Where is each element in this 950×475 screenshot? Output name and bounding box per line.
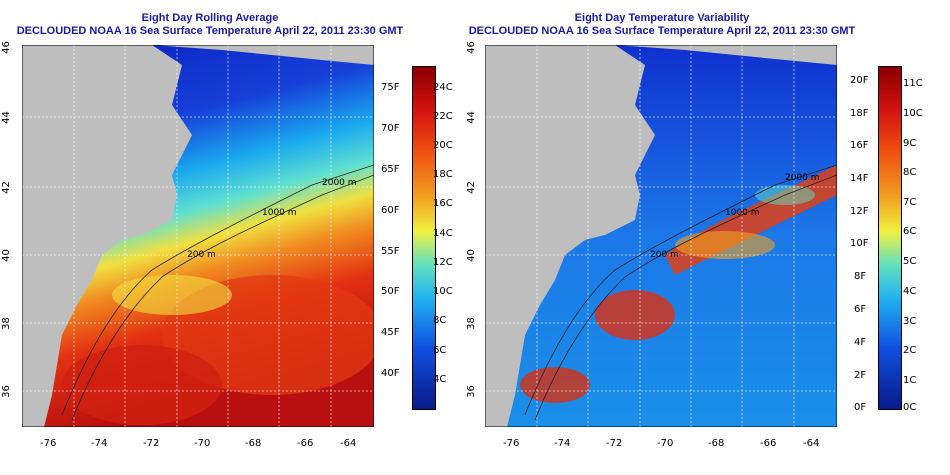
right-cbar-c: 10C bbox=[903, 108, 923, 119]
right-cbar-f: 4F bbox=[854, 337, 867, 348]
right-title-block: Eight Day Temperature Variability DECLOU… bbox=[452, 12, 872, 38]
left-contour-label-200m: 200 m bbox=[187, 250, 216, 260]
right-lon-tick: -70 bbox=[657, 438, 674, 449]
left-cbar-c: 14C bbox=[433, 228, 453, 239]
right-cbar-f: 2F bbox=[854, 370, 867, 381]
right-lon-tick: -66 bbox=[760, 438, 777, 449]
right-lat-tick: 40 bbox=[465, 249, 477, 262]
right-cbar-c: 11C bbox=[903, 78, 923, 89]
left-cbar-f: 45F bbox=[381, 327, 400, 338]
left-title-block: Eight Day Rolling Average DECLOUDED NOAA… bbox=[0, 12, 420, 38]
right-cbar-f: 8F bbox=[854, 271, 867, 282]
left-lon-tick: -70 bbox=[194, 438, 211, 449]
left-colorbar bbox=[412, 66, 436, 410]
right-cbar-f: 14F bbox=[850, 173, 869, 184]
left-lat-tick: 36 bbox=[0, 385, 12, 398]
left-cbar-f: 70F bbox=[381, 123, 400, 134]
right-cbar-f: 18F bbox=[850, 108, 869, 119]
left-cbar-f: 40F bbox=[381, 368, 400, 379]
right-cbar-c: 8C bbox=[903, 167, 917, 178]
left-cbar-c: 16C bbox=[433, 198, 453, 209]
left-cbar-c: 10C bbox=[433, 286, 453, 297]
left-lat-tick: 44 bbox=[0, 111, 12, 124]
right-cbar-c: 2C bbox=[903, 345, 917, 356]
right-cbar-f: 20F bbox=[850, 75, 869, 86]
left-cbar-f: 50F bbox=[381, 286, 400, 297]
left-contour-label-1000m: 1000 m bbox=[262, 208, 297, 218]
left-lon-tick: -76 bbox=[40, 438, 57, 449]
left-land-mass bbox=[22, 45, 192, 427]
right-lon-tick: -74 bbox=[554, 438, 571, 449]
right-map-subtitle: DECLOUDED NOAA 16 Sea Surface Temperatur… bbox=[468, 25, 856, 37]
right-cbar-c: 0C bbox=[903, 402, 917, 413]
left-lon-tick: -74 bbox=[91, 438, 108, 449]
right-lon-tick: -68 bbox=[708, 438, 725, 449]
right-lat-tick: 42 bbox=[465, 181, 477, 194]
left-cbar-c: 8C bbox=[433, 315, 447, 326]
left-sst-map: 200 m 2000 m 1000 m bbox=[22, 45, 374, 427]
left-lon-tick: -66 bbox=[297, 438, 314, 449]
right-cbar-c: 9C bbox=[903, 138, 917, 149]
left-cbar-c: 22C bbox=[433, 111, 453, 122]
left-map-subtitle: DECLOUDED NOAA 16 Sea Surface Temperatur… bbox=[16, 25, 404, 37]
right-cbar-f: 10F bbox=[850, 238, 869, 249]
left-contour-label-2000m: 2000 m bbox=[322, 178, 357, 188]
right-cbar-c: 3C bbox=[903, 316, 917, 327]
right-contour-label-2000m: 2000 m bbox=[785, 173, 820, 183]
right-lat-tick: 38 bbox=[465, 317, 477, 330]
right-lon-tick: -64 bbox=[803, 438, 820, 449]
left-cbar-c: 6C bbox=[433, 345, 447, 356]
right-cbar-c: 1C bbox=[903, 375, 917, 386]
left-cbar-c: 24C bbox=[433, 82, 453, 93]
left-lat-tick: 42 bbox=[0, 181, 12, 194]
right-land-mass bbox=[485, 45, 655, 427]
right-cbar-c: 7C bbox=[903, 197, 917, 208]
left-lon-tick: -72 bbox=[143, 438, 160, 449]
left-lat-tick: 40 bbox=[0, 249, 12, 262]
right-lat-tick: 46 bbox=[465, 41, 477, 54]
right-cbar-c: 5C bbox=[903, 256, 917, 267]
right-cbar-c: 4C bbox=[903, 286, 917, 297]
right-cbar-f: 12F bbox=[850, 206, 869, 217]
left-cbar-f: 60F bbox=[381, 205, 400, 216]
left-lat-tick: 46 bbox=[0, 41, 12, 54]
right-cbar-f: 16F bbox=[850, 140, 869, 151]
right-cbar-f: 6F bbox=[854, 304, 867, 315]
right-lon-tick: -72 bbox=[606, 438, 623, 449]
right-contour-label-1000m: 1000 m bbox=[725, 208, 760, 218]
left-cbar-c: 18C bbox=[433, 169, 453, 180]
right-contour-label-200m: 200 m bbox=[650, 250, 679, 260]
right-cbar-f: 0F bbox=[854, 402, 867, 413]
left-cbar-f: 55F bbox=[381, 246, 400, 257]
left-cbar-c: 12C bbox=[433, 257, 453, 268]
left-map-title: Eight Day Rolling Average bbox=[141, 12, 279, 24]
right-lat-tick: 36 bbox=[465, 385, 477, 398]
right-colorbar bbox=[878, 66, 902, 410]
left-cbar-f: 75F bbox=[381, 82, 400, 93]
right-cbar-c: 6C bbox=[903, 226, 917, 237]
right-lon-tick: -76 bbox=[503, 438, 520, 449]
left-cbar-c: 4C bbox=[433, 374, 447, 385]
right-variability-map: 200 m 2000 m 1000 m bbox=[485, 45, 837, 427]
right-lat-tick: 44 bbox=[465, 111, 477, 124]
left-lon-tick: -68 bbox=[245, 438, 262, 449]
left-cbar-f: 65F bbox=[381, 164, 400, 175]
left-lon-tick: -64 bbox=[340, 438, 357, 449]
right-map-title: Eight Day Temperature Variability bbox=[574, 12, 750, 24]
left-lat-tick: 38 bbox=[0, 317, 12, 330]
left-cbar-c: 20C bbox=[433, 140, 453, 151]
